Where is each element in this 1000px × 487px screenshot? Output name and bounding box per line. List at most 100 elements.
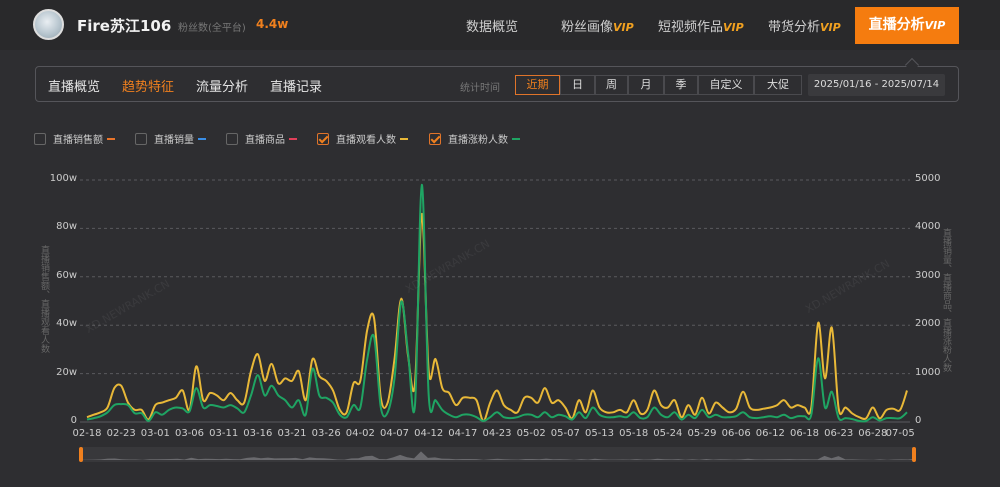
- sub-panel: [35, 66, 959, 102]
- x-axis-tick-label: 04-07: [379, 428, 410, 439]
- x-axis-tick-label: 03-06: [174, 428, 205, 439]
- x-axis-tick-label: 03-01: [140, 428, 170, 439]
- right-axis-tick-label: 4000: [915, 221, 941, 233]
- legend-label: 直播销售额: [53, 135, 103, 146]
- legend-label: 直播观看人数: [336, 135, 396, 146]
- vip-badge: VIP: [924, 19, 946, 32]
- legend-label: 直播涨粉人数: [448, 135, 508, 146]
- x-axis-tick-label: 02-18: [72, 428, 102, 439]
- legend-label: 直播销量: [154, 135, 194, 146]
- legend-sales-amount[interactable]: 直播销售额: [34, 131, 115, 146]
- nav-live-analysis[interactable]: 直播分析VIP: [855, 7, 959, 44]
- right-axis-tick-label: 0: [915, 415, 922, 426]
- period-recent[interactable]: 近期: [515, 75, 560, 95]
- top-bar: Fire苏江106 粉丝数(全平台) 4.4w 数据概览 粉丝画像VIP 短视频…: [0, 0, 1000, 50]
- series-line-new-fans: [86, 183, 908, 423]
- slider-preview-area: [80, 451, 915, 460]
- x-axis-tick-label: 06-28: [858, 428, 888, 439]
- tab-trend[interactable]: 趋势特征: [122, 80, 175, 95]
- x-axis-tick-label: 05-02: [516, 428, 546, 439]
- slider-handle-right[interactable]: [912, 447, 916, 462]
- date-range-picker[interactable]: 2025/01/16 - 2025/07/14: [808, 74, 945, 96]
- nav-label: 直播分析: [868, 17, 925, 33]
- nav-label: 粉丝画像: [561, 20, 614, 35]
- x-axis-tick-label: 06-18: [789, 428, 820, 439]
- nav-fan-profile[interactable]: 粉丝画像VIP: [561, 16, 634, 35]
- account-name: Fire苏江106: [77, 17, 172, 35]
- tab-live-overview[interactable]: 直播概览: [48, 80, 101, 95]
- period-month[interactable]: 月: [628, 75, 664, 95]
- nav-short-video[interactable]: 短视频作品VIP: [658, 16, 744, 35]
- period-quarter[interactable]: 季: [664, 75, 698, 95]
- left-axis-tick-label: 60w: [56, 269, 77, 281]
- checkbox[interactable]: [226, 132, 238, 145]
- checkbox-checked[interactable]: [317, 132, 329, 145]
- x-axis-tick-label: 04-12: [414, 428, 444, 439]
- x-axis-tick-label: 04-23: [482, 428, 512, 439]
- series-color-dash: [198, 137, 206, 140]
- x-axis-tick-label: 05-07: [550, 428, 580, 439]
- left-axis-tick-label: 40w: [56, 318, 77, 330]
- x-axis-tick-label: 03-21: [277, 428, 307, 439]
- fans-label: 粉丝数(全平台): [178, 23, 246, 34]
- legend-viewers[interactable]: 直播观看人数: [317, 131, 408, 146]
- x-axis-tick-label: 02-23: [106, 428, 136, 439]
- nav-label: 带货分析: [768, 20, 821, 35]
- period-day[interactable]: 日: [560, 75, 595, 95]
- x-axis-tick-label: 06-23: [824, 428, 854, 439]
- vip-badge: VIP: [820, 21, 841, 34]
- right-axis-tick-label: 3000: [915, 269, 941, 281]
- x-axis-tick-label: 06-12: [755, 428, 785, 439]
- vip-badge: VIP: [613, 21, 634, 34]
- checkbox-checked[interactable]: [429, 132, 441, 145]
- x-axis-tick-label: 03-26: [311, 428, 341, 439]
- right-axis-tick-label: 5000: [915, 173, 941, 184]
- left-axis-title: 直播销售额、直播观看人数: [39, 245, 49, 353]
- checkbox[interactable]: [135, 132, 147, 145]
- x-axis-tick-label: 05-18: [619, 428, 649, 439]
- zoom-slider[interactable]: [80, 447, 915, 462]
- right-axis-title: 直播销量、直播商品、直播涨粉人数: [941, 228, 951, 372]
- legend-sales-volume[interactable]: 直播销量: [135, 131, 206, 146]
- x-axis-tick-label: 07-05: [885, 428, 915, 439]
- x-axis-tick-label: 04-02: [345, 428, 375, 439]
- period-custom[interactable]: 自定义: [698, 75, 754, 95]
- right-axis-tick-label: 2000: [915, 318, 941, 330]
- x-axis-tick-label: 05-13: [584, 428, 615, 439]
- stat-time-label: 统计时间: [460, 83, 500, 94]
- period-promo[interactable]: 大促: [754, 75, 802, 95]
- x-axis-tick-label: 03-16: [243, 428, 273, 439]
- x-axis-tick-label: 04-17: [448, 428, 478, 439]
- fans-value: 4.4w: [256, 17, 289, 31]
- legend-products[interactable]: 直播商品: [226, 131, 297, 146]
- x-axis-tick-label: 03-11: [209, 428, 239, 439]
- left-axis-tick-label: 0: [70, 415, 77, 426]
- vip-badge: VIP: [723, 21, 744, 34]
- series-color-dash: [512, 137, 520, 140]
- checkbox[interactable]: [34, 132, 46, 145]
- nav-label: 数据概览: [466, 20, 519, 35]
- nav-data-overview[interactable]: 数据概览: [466, 16, 518, 35]
- x-axis-tick-label: 05-24: [653, 428, 683, 439]
- tab-traffic[interactable]: 流量分析: [196, 80, 249, 95]
- series-line-viewers: [86, 212, 908, 422]
- left-axis-tick-label: 100w: [49, 173, 77, 184]
- tab-live-records[interactable]: 直播记录: [270, 80, 323, 95]
- avatar[interactable]: [33, 9, 64, 40]
- left-axis-tick-label: 20w: [56, 366, 77, 378]
- nav-label: 短视频作品: [658, 20, 724, 35]
- nav-sales-analysis[interactable]: 带货分析VIP: [768, 16, 841, 35]
- x-axis-tick-label: 06-06: [721, 428, 751, 439]
- x-axis-tick-label: 05-29: [687, 428, 717, 439]
- period-week[interactable]: 周: [595, 75, 628, 95]
- series-color-dash: [400, 137, 408, 140]
- slider-handle-left[interactable]: [79, 447, 83, 462]
- series-color-dash: [289, 137, 297, 140]
- left-axis-tick-label: 80w: [56, 221, 77, 233]
- series-color-dash: [107, 137, 115, 140]
- legend-label: 直播商品: [245, 135, 285, 146]
- legend-new-fans[interactable]: 直播涨粉人数: [429, 131, 520, 146]
- right-axis-tick-label: 1000: [915, 366, 941, 378]
